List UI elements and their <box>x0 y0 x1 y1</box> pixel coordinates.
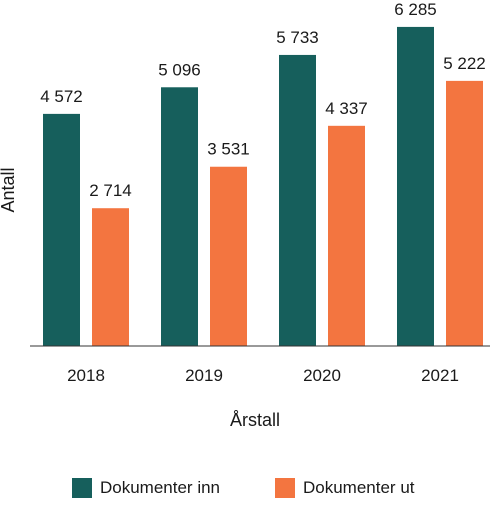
value-label-2021-inn: 6 285 <box>394 0 437 19</box>
x-tick-labels: 2018 2019 2020 2021 <box>67 366 459 385</box>
bar-2021-inn <box>397 26 434 347</box>
bar-2021-ut <box>446 80 483 346</box>
value-label-2019-ut: 3 531 <box>207 140 250 159</box>
x-tick-2021: 2021 <box>421 366 459 385</box>
y-axis-title: Antall <box>0 167 18 212</box>
bar-2020-inn <box>279 54 316 346</box>
bar-2019-inn <box>161 87 198 346</box>
value-label-2018-inn: 4 572 <box>40 87 83 106</box>
bar-2020-ut <box>328 125 365 346</box>
bar-chart: 4 572 2 714 5 096 3 531 5 733 4 337 6 285 5 222… <box>0 0 490 430</box>
value-label-2019-inn: 5 096 <box>158 60 201 79</box>
legend-label-inn: Dokumenter inn <box>100 478 221 497</box>
bar-2018-inn <box>43 113 80 346</box>
legend: Dokumenter inn Dokumenter ut <box>0 478 500 502</box>
value-labels-group: 4 572 2 714 5 096 3 531 5 733 4 337 6 285 5 222 <box>40 0 486 200</box>
bar-2019-ut <box>210 166 247 346</box>
bar-2018-ut <box>92 208 129 346</box>
value-label-2018-ut: 2 714 <box>89 181 132 200</box>
x-tick-2020: 2020 <box>303 366 341 385</box>
value-label-2021-ut: 5 222 <box>443 54 486 73</box>
bars-group <box>43 26 483 347</box>
x-axis-title: Årstall <box>230 410 280 430</box>
x-tick-2019: 2019 <box>185 366 223 385</box>
legend-item-inn: Dokumenter inn <box>72 478 220 498</box>
legend-swatch-ut <box>275 478 295 498</box>
x-tick-2018: 2018 <box>67 366 105 385</box>
value-label-2020-ut: 4 337 <box>325 99 368 118</box>
legend-swatch-inn <box>72 478 92 498</box>
legend-label-ut: Dokumenter ut <box>303 478 415 497</box>
value-label-2020-inn: 5 733 <box>276 28 319 47</box>
legend-item-ut: Dokumenter ut <box>275 478 415 498</box>
